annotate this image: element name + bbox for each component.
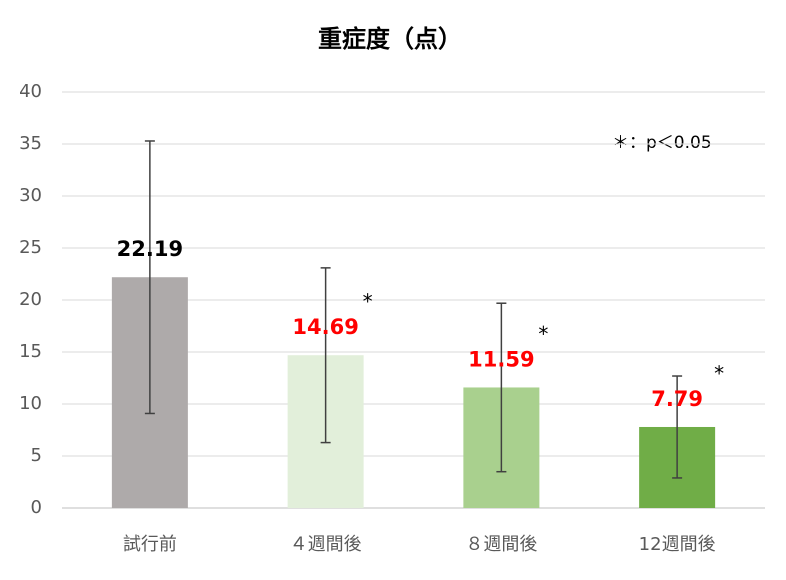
x-tick-label: ８週間後 — [465, 534, 537, 555]
error-bar — [496, 302, 507, 473]
y-tick-label: 0 — [31, 497, 42, 518]
y-tick-label: 20 — [19, 289, 42, 310]
value-label: 14.69 — [292, 315, 358, 339]
significance-mark: * — [538, 322, 548, 346]
significance-mark: * — [714, 361, 724, 385]
error-bar — [672, 375, 683, 479]
error-bar — [320, 267, 331, 444]
y-tick-label: 5 — [31, 445, 42, 466]
y-tick-label: 10 — [19, 393, 42, 414]
y-tick-label: 40 — [19, 81, 42, 102]
value-label: 7.79 — [651, 387, 703, 411]
x-tick-label: 試行前 — [123, 534, 177, 555]
value-label: 22.19 — [117, 237, 183, 261]
y-tick-label: 30 — [19, 185, 42, 206]
y-tick-label: 15 — [19, 341, 42, 362]
chart-title: 重症度（点） — [318, 25, 462, 53]
y-tick-label: 25 — [19, 237, 42, 258]
x-tick-label: 12週間後 — [639, 534, 716, 555]
error-bar — [144, 140, 155, 415]
y-tick-label: 35 — [19, 133, 42, 154]
value-label: 11.59 — [468, 347, 534, 371]
x-tick-label: ４週間後 — [290, 534, 362, 555]
annotation: ＊：p＜0.05 — [612, 133, 712, 153]
significance-mark: * — [363, 290, 373, 314]
